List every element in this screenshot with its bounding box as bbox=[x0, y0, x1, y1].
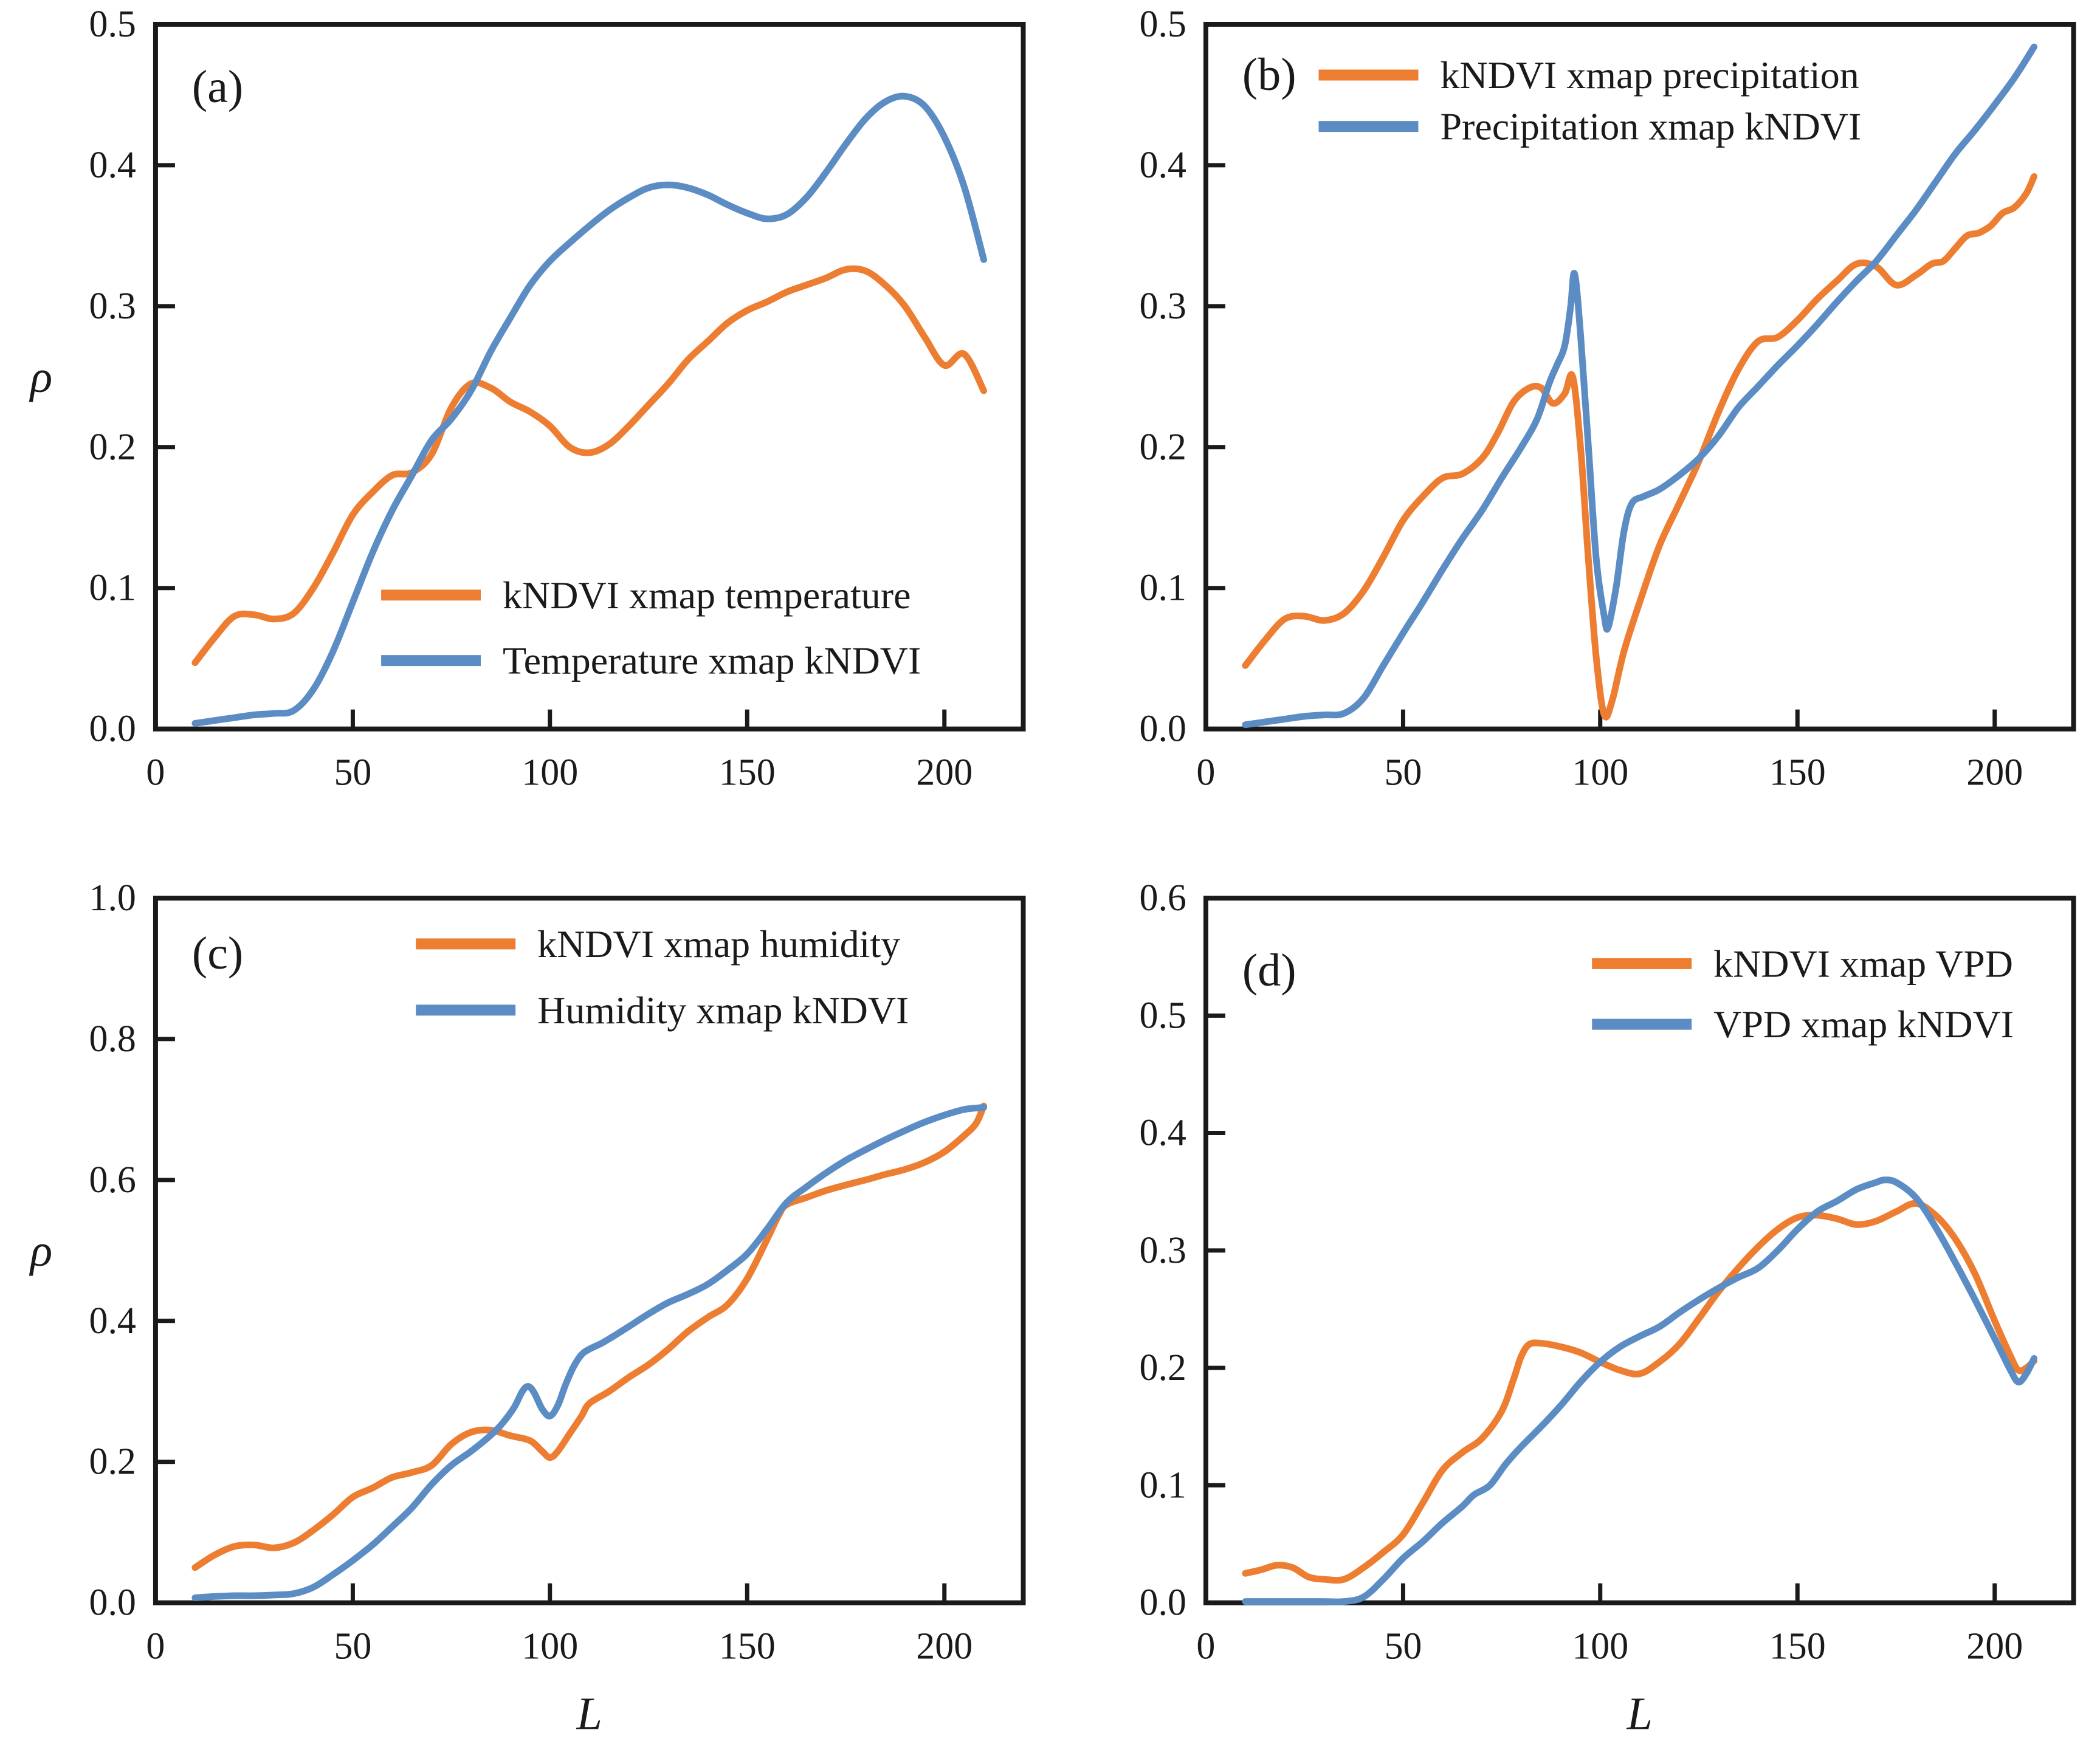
legend-label: Precipitation xmap kNDVI bbox=[1440, 105, 1861, 148]
x-tick-label: 200 bbox=[916, 752, 973, 794]
y-tick-label: 0.1 bbox=[1139, 568, 1186, 609]
y-tick-label: 0.1 bbox=[89, 568, 136, 609]
x-axis-label: L bbox=[576, 1688, 602, 1739]
y-tick-label: 0.2 bbox=[1139, 427, 1186, 468]
series-line-temperature-xmap-kndvi bbox=[191, 92, 988, 727]
x-tick-label: 200 bbox=[1966, 752, 2023, 794]
plot-border bbox=[153, 21, 1026, 732]
x-tick-label: 100 bbox=[522, 1625, 578, 1667]
series-line-kndvi-xmap-temperature bbox=[191, 265, 988, 667]
x-tick-label: 0 bbox=[146, 752, 165, 794]
y-tick-label: 0.2 bbox=[89, 427, 136, 468]
series-line-precipitation-xmap-kndvi bbox=[1241, 43, 2037, 729]
legend-label: VPD xmap kNDVI bbox=[1713, 1003, 2014, 1046]
y-tick-label: 0.6 bbox=[1139, 877, 1186, 919]
legend-item-precipitation-xmap-kndvi: Precipitation xmap kNDVI bbox=[1318, 105, 1861, 148]
legend-label: kNDVI xmap VPD bbox=[1713, 942, 2013, 985]
x-tick-label: 0 bbox=[1196, 752, 1215, 794]
x-tick-label: 50 bbox=[1384, 752, 1422, 794]
panel-label: (b) bbox=[1242, 49, 1296, 100]
y-tick-label: 0.2 bbox=[89, 1441, 136, 1482]
y-tick-label: 0.1 bbox=[1139, 1464, 1186, 1506]
y-tick-label: 0.3 bbox=[1139, 1229, 1186, 1271]
panel-label: (d) bbox=[1242, 945, 1296, 996]
y-tick-label: 0.5 bbox=[1139, 4, 1186, 45]
x-tick-label: 50 bbox=[334, 752, 371, 794]
x-axis-label: L bbox=[1626, 1688, 1652, 1739]
legend-item-kndvi-xmap-vpd: kNDVI xmap VPD bbox=[1591, 942, 2013, 985]
chart-c-svg: 0.0 0.2 0.4 0.6 0.8 1.0 0 50 100 150 200 (c) ρ LkNDVI… bbox=[29, 877, 1026, 1739]
legend-label: kNDVI xmap temperature bbox=[503, 574, 911, 617]
y-tick-label: 0.0 bbox=[89, 1582, 136, 1623]
legend-item-humidity-xmap-kndvi: Humidity xmap kNDVI bbox=[416, 988, 909, 1031]
y-tick-label: 0.0 bbox=[89, 709, 136, 750]
chart-a-svg: 0.0 0.1 0.2 0.3 0.4 0.5 0 50 100 150 200 (a) ρ kNDVI … bbox=[29, 4, 1026, 794]
y-tick-label: 0.3 bbox=[89, 286, 136, 327]
x-tick-label: 100 bbox=[522, 752, 578, 794]
chart-b-svg: 0.0 0.1 0.2 0.3 0.4 0.5 0 50 100 150 200 (b) kNDVI x… bbox=[1139, 4, 2076, 794]
legend-item-temperature-xmap-kndvi: Temperature xmap kNDVI bbox=[381, 639, 921, 682]
legend-label: kNDVI xmap precipitation bbox=[1440, 53, 1859, 97]
x-tick-label: 50 bbox=[1384, 1625, 1422, 1667]
panel-b: 0.0 0.1 0.2 0.3 0.4 0.5 0 50 100 150 200 (b) kNDVI x… bbox=[1050, 0, 2100, 874]
x-tick-label: 200 bbox=[916, 1625, 973, 1667]
x-tick-label: 100 bbox=[1572, 752, 1628, 794]
x-tick-label: 100 bbox=[1572, 1625, 1628, 1667]
legend-label: Temperature xmap kNDVI bbox=[503, 639, 921, 682]
y-tick-label: 0.4 bbox=[1139, 145, 1186, 186]
legend-item-vpd-xmap-kndvi: VPD xmap kNDVI bbox=[1591, 1003, 2014, 1046]
panel-label: (a) bbox=[192, 61, 243, 112]
legend-label: kNDVI xmap humidity bbox=[537, 922, 900, 965]
y-tick-label: 0.4 bbox=[89, 145, 136, 186]
legend-item-kndvi-xmap-temperature: kNDVI xmap temperature bbox=[381, 574, 911, 617]
panel-label: (c) bbox=[192, 928, 243, 979]
y-axis-label: ρ bbox=[29, 351, 52, 402]
series-line-humidity-xmap-kndvi bbox=[191, 1103, 988, 1601]
series-line-kndvi-xmap-precipitation bbox=[1241, 173, 2037, 721]
panel-a: 0.0 0.1 0.2 0.3 0.4 0.5 0 50 100 150 200 (a) ρ kNDVI … bbox=[0, 0, 1050, 874]
series-line-kndvi-xmap-vpd bbox=[1241, 1200, 2037, 1584]
plot-border bbox=[1203, 895, 2076, 1605]
y-tick-label: 0.3 bbox=[1139, 286, 1186, 327]
series-line-kndvi-xmap-humidity bbox=[191, 1102, 988, 1571]
legend-label: Humidity xmap kNDVI bbox=[537, 988, 909, 1031]
y-tick-label: 0.2 bbox=[1139, 1347, 1186, 1388]
y-tick-label: 0.4 bbox=[1139, 1112, 1186, 1153]
y-tick-label: 0.5 bbox=[89, 4, 136, 45]
y-axis-label: ρ bbox=[29, 1224, 52, 1275]
x-tick-label: 200 bbox=[1966, 1625, 2023, 1667]
plot-border bbox=[153, 895, 1026, 1605]
legend-item-kndvi-xmap-precipitation: kNDVI xmap precipitation bbox=[1318, 53, 1859, 97]
x-tick-label: 150 bbox=[719, 1625, 776, 1667]
series-line-vpd-xmap-kndvi bbox=[1241, 1176, 2037, 1605]
y-tick-label: 1.0 bbox=[89, 877, 136, 919]
y-tick-label: 0.4 bbox=[89, 1300, 136, 1341]
y-tick-label: 0.0 bbox=[1139, 1582, 1186, 1623]
x-tick-label: 0 bbox=[1196, 1625, 1215, 1667]
plot-border bbox=[1203, 21, 2076, 732]
legend-item-kndvi-xmap-humidity: kNDVI xmap humidity bbox=[416, 922, 900, 965]
x-tick-label: 150 bbox=[719, 752, 776, 794]
y-tick-label: 0.0 bbox=[1139, 709, 1186, 750]
y-tick-label: 0.5 bbox=[1139, 995, 1186, 1036]
x-tick-label: 150 bbox=[1769, 1625, 1825, 1667]
y-tick-label: 0.8 bbox=[89, 1018, 136, 1059]
chart-d-svg: 0.0 0.1 0.2 0.3 0.4 0.5 0.6 0 50 100 150 200 (d) LkND… bbox=[1139, 877, 2076, 1739]
x-tick-label: 50 bbox=[334, 1625, 371, 1667]
x-tick-label: 150 bbox=[1769, 752, 1825, 794]
x-tick-label: 0 bbox=[146, 1625, 165, 1667]
y-tick-label: 0.6 bbox=[89, 1159, 136, 1200]
